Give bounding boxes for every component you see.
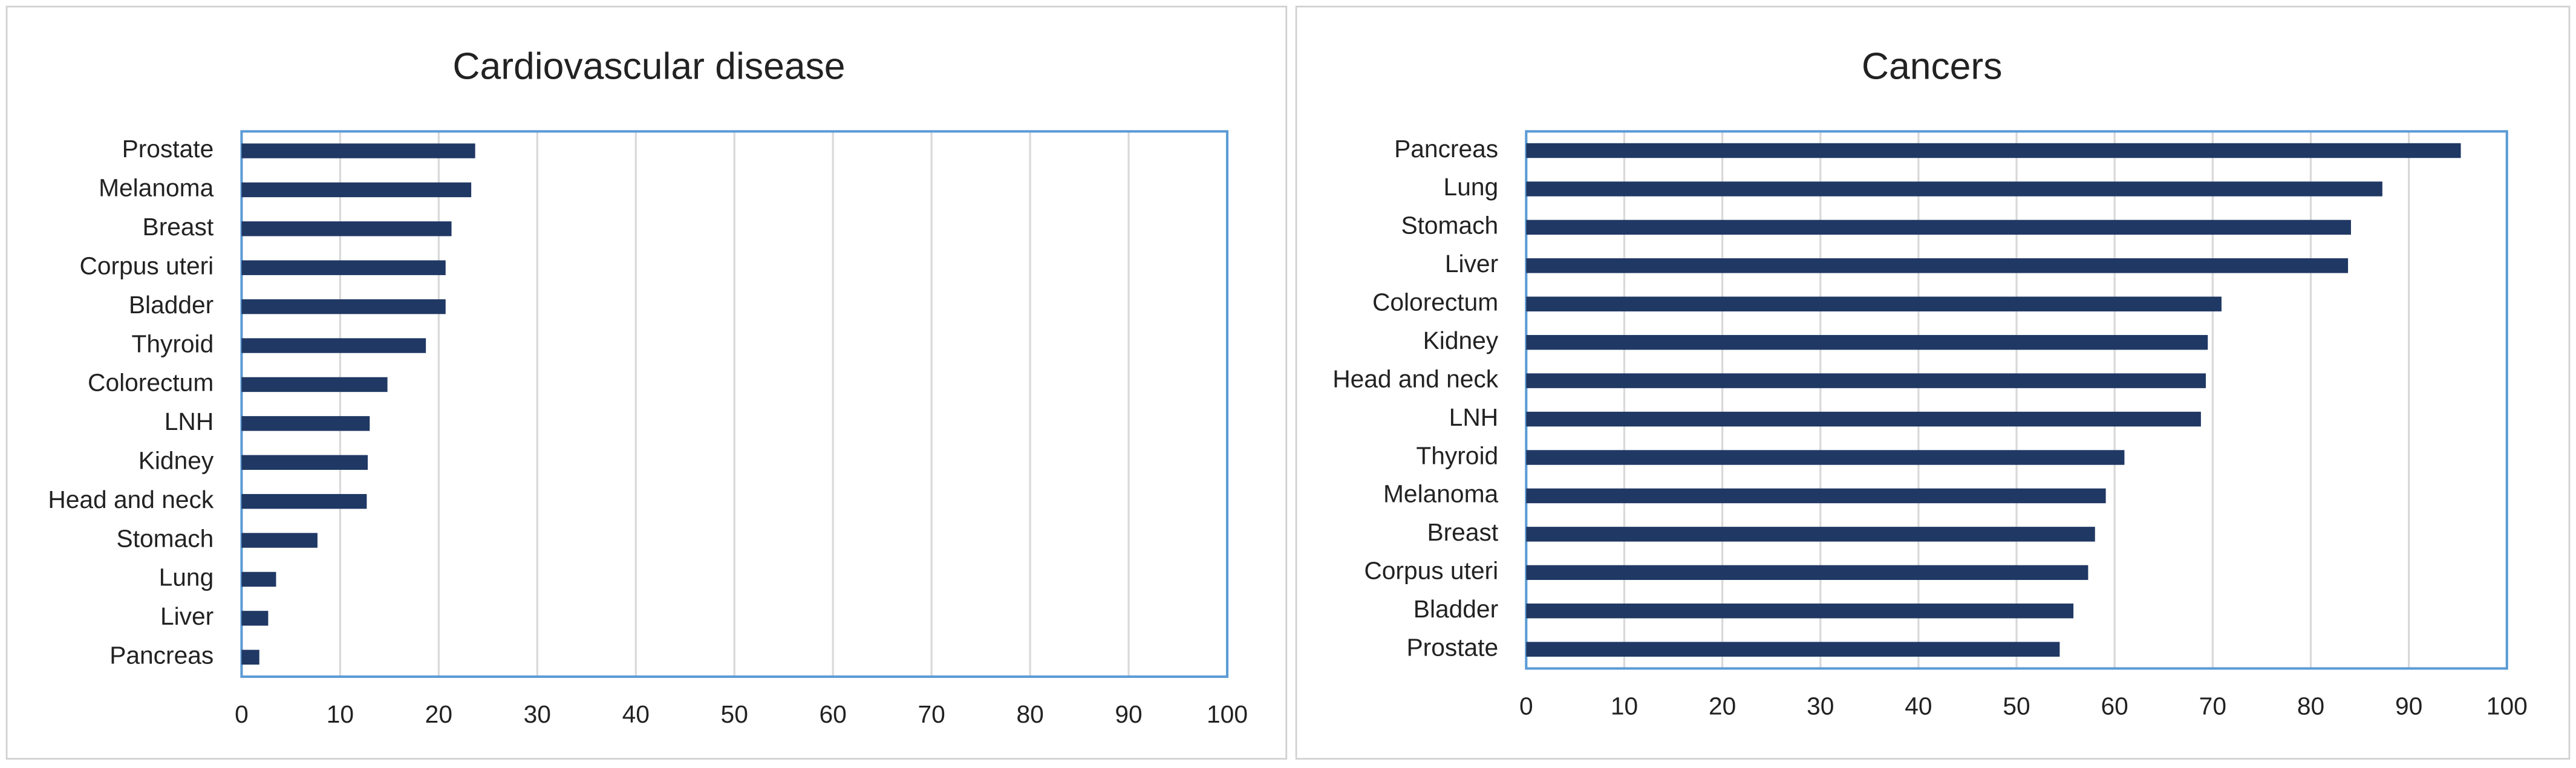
- x-tick-label: 60: [820, 700, 847, 728]
- y-tick-label: Head and neck: [48, 486, 214, 513]
- y-tick-label: Thyroid: [1416, 441, 1498, 469]
- x-tick-label: 60: [2101, 692, 2128, 720]
- y-tick-label: LNH: [1449, 403, 1498, 431]
- y-tick-label: Thyroid: [131, 330, 214, 357]
- bar: [241, 338, 426, 353]
- bar: [241, 533, 318, 548]
- x-tick-label: 30: [1807, 692, 1834, 720]
- x-tick-label: 80: [1016, 700, 1043, 728]
- bar: [1526, 565, 2089, 581]
- y-tick-label: Head and neck: [1332, 365, 1499, 392]
- y-tick-label: Liver: [1445, 250, 1498, 278]
- bar: [241, 416, 370, 431]
- bar: [1526, 296, 2222, 311]
- y-tick-label: Melanoma: [1383, 480, 1498, 508]
- x-tick-label: 70: [2199, 692, 2226, 720]
- bar: [241, 571, 276, 587]
- y-tick-label: Stomach: [117, 524, 214, 552]
- x-tick-label: 50: [2003, 692, 2030, 720]
- y-tick-label: Prostate: [1406, 633, 1498, 661]
- x-tick-label: 40: [622, 700, 650, 728]
- bar: [241, 182, 472, 198]
- x-tick-label: 40: [1905, 692, 1932, 720]
- y-tick-label: Prostate: [122, 135, 214, 163]
- y-tick-label: Stomach: [1401, 212, 1498, 239]
- x-tick-label: 90: [2395, 692, 2422, 720]
- x-tick-label: 20: [425, 700, 452, 728]
- y-tick-label: Corpus uteri: [79, 252, 214, 279]
- bar: [1526, 450, 2125, 465]
- x-tick-label: 20: [1709, 692, 1736, 720]
- chart-title: Cancers: [1862, 45, 2003, 88]
- y-tick-label: Lung: [1444, 173, 1499, 201]
- x-tick-label: 70: [918, 700, 945, 728]
- bar: [1526, 258, 2349, 273]
- bar: [241, 611, 269, 626]
- plot-frame: [1525, 130, 2508, 670]
- y-tick-label: Kidney: [139, 447, 214, 475]
- x-tick-label: 10: [327, 700, 354, 728]
- x-tick-label: 90: [1115, 700, 1142, 728]
- y-tick-label: Pancreas: [1394, 135, 1498, 163]
- y-tick-label: Colorectum: [1372, 288, 1498, 316]
- bar: [1526, 604, 2074, 619]
- bar: [241, 260, 446, 275]
- y-tick-label: Corpus uteri: [1364, 557, 1498, 585]
- y-tick-label: Breast: [1427, 518, 1498, 546]
- bar: [1526, 334, 2208, 350]
- x-tick-label: 0: [235, 700, 249, 728]
- bar: [241, 143, 475, 158]
- bar: [241, 377, 388, 392]
- bar: [1526, 181, 2382, 197]
- bar: [1526, 488, 2106, 504]
- x-tick-label: 0: [1519, 692, 1533, 720]
- bar: [1526, 373, 2206, 388]
- x-tick-label: 50: [721, 700, 748, 728]
- bar: [1526, 527, 2095, 542]
- x-tick-label: 100: [1207, 700, 1248, 728]
- bar: [1526, 220, 2351, 235]
- y-tick-label: Pancreas: [109, 642, 214, 669]
- plot-frame: [240, 130, 1229, 679]
- y-tick-label: Liver: [160, 602, 214, 630]
- y-tick-label: LNH: [165, 408, 214, 435]
- y-tick-label: Colorectum: [88, 369, 214, 397]
- bar: [241, 649, 259, 665]
- y-tick-label: Kidney: [1423, 327, 1499, 354]
- y-tick-label: Breast: [143, 213, 214, 241]
- bar: [1526, 411, 2201, 427]
- bar: [1526, 642, 2060, 657]
- x-tick-label: 80: [2297, 692, 2324, 720]
- y-tick-label: Lung: [159, 564, 214, 591]
- x-tick-label: 10: [1611, 692, 1638, 720]
- bar: [241, 221, 452, 236]
- bar: [241, 299, 446, 314]
- bar: [241, 455, 368, 470]
- y-tick-label: Bladder: [129, 291, 214, 319]
- x-tick-label: 100: [2486, 692, 2528, 720]
- bar: [241, 493, 367, 509]
- x-tick-label: 30: [524, 700, 551, 728]
- chart-title: Cardiovascular disease: [452, 45, 845, 88]
- bar: [1526, 143, 2461, 158]
- y-tick-label: Bladder: [1414, 595, 1498, 623]
- y-tick-label: Melanoma: [99, 174, 214, 202]
